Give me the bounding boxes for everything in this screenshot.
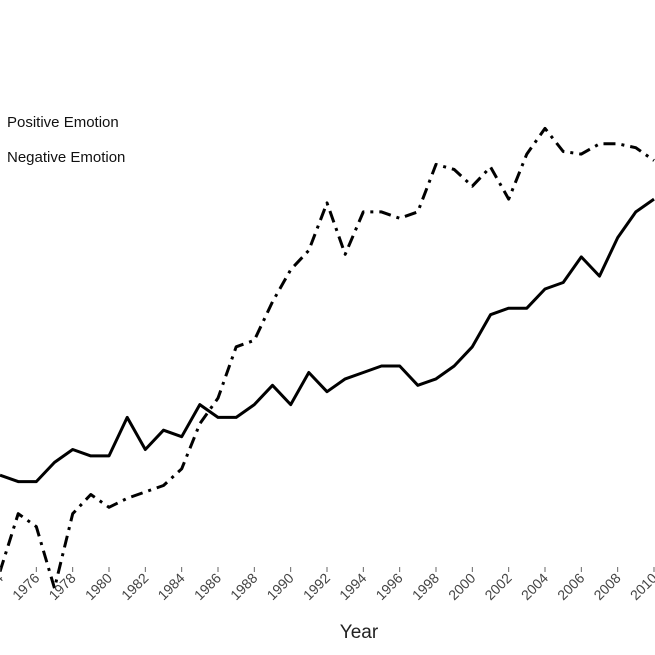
x-tick-label: 1986: [191, 570, 224, 603]
x-tick-label: 1998: [409, 570, 442, 603]
x-axis-ticks: 1974 1976 1978 1980 1982 1984 1986 1988 1990 1992…: [0, 567, 655, 603]
x-tick-label: 1988: [227, 570, 260, 603]
series-line-positive-emotion: [0, 197, 655, 484]
x-tick-label: 1992: [300, 570, 333, 603]
x-tick-label: 1974: [0, 570, 6, 603]
x-tick-label: 1978: [45, 570, 78, 603]
x-tick-label: 2004: [518, 570, 551, 603]
x-tick-label: 1994: [336, 570, 369, 603]
series-layer: [0, 126, 655, 590]
x-tick-label: 2002: [481, 570, 514, 603]
x-tick-label: 1976: [9, 570, 42, 603]
x-tick-label: 1984: [154, 570, 187, 603]
x-tick-label: 2010: [627, 570, 655, 603]
series-line-negative-emotion: [0, 126, 655, 590]
x-tick-label: 1996: [372, 570, 405, 603]
x-tick-label: 1990: [263, 570, 296, 603]
x-tick-label: 1980: [82, 570, 115, 603]
x-tick-label: 2000: [445, 570, 478, 603]
legend-label-negative-emotion: Negative Emotion: [7, 149, 125, 166]
x-axis-title: Year: [340, 622, 379, 643]
x-tick-label: 2008: [590, 570, 623, 603]
x-tick-label: 2006: [554, 570, 587, 603]
legend: Positive Emotion Negative Emotion: [7, 114, 125, 166]
legend-label-positive-emotion: Positive Emotion: [7, 114, 119, 131]
x-tick-label: 1982: [118, 570, 151, 603]
